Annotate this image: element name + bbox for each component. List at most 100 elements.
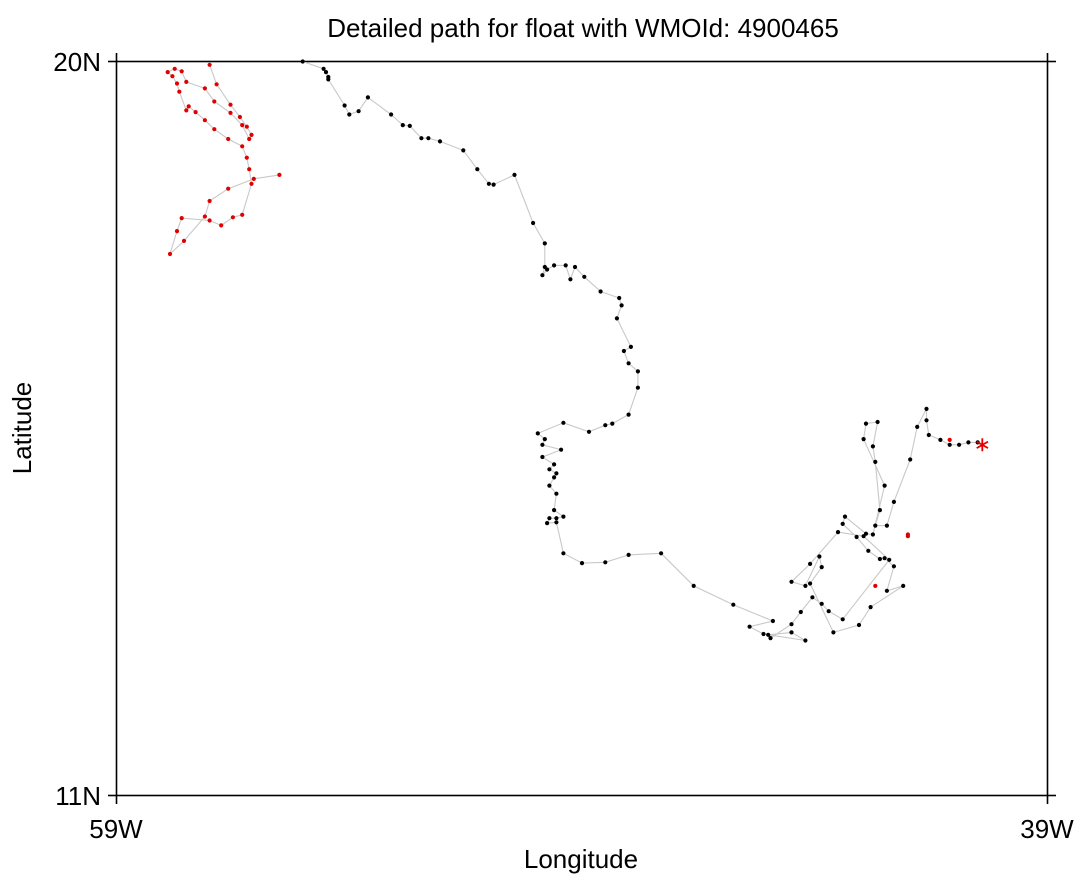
position-point-black xyxy=(926,432,931,438)
position-point-black xyxy=(770,618,776,624)
position-point-black xyxy=(554,491,559,496)
position-point-black xyxy=(554,471,559,476)
position-point-black xyxy=(659,551,664,556)
position-point-black xyxy=(882,483,887,488)
position-point-red xyxy=(226,186,231,191)
position-point-black xyxy=(572,264,578,270)
position-point-red xyxy=(247,167,252,172)
position-point-black xyxy=(854,534,859,540)
position-point-black xyxy=(798,609,803,615)
position-point-black xyxy=(407,123,412,128)
position-point-red xyxy=(170,74,175,79)
position-point-black xyxy=(552,508,557,513)
position-point-black xyxy=(747,624,752,629)
position-point-red xyxy=(165,70,170,75)
position-point-black xyxy=(884,523,890,528)
position-point-black xyxy=(552,475,557,480)
x-tick-label-right: 39W xyxy=(1020,814,1074,844)
position-point-black xyxy=(789,630,794,635)
position-point-black xyxy=(540,442,545,447)
position-point-black xyxy=(789,579,794,584)
position-point-black xyxy=(614,316,620,321)
position-point-black xyxy=(552,263,557,268)
position-point-black xyxy=(400,123,405,128)
position-point-black xyxy=(870,532,876,537)
position-point-black xyxy=(789,622,794,627)
position-point-black xyxy=(766,632,771,637)
position-point-red xyxy=(240,123,245,128)
position-point-black xyxy=(626,412,631,417)
position-point-black xyxy=(891,564,897,569)
position-point-black xyxy=(561,551,566,556)
position-point-black xyxy=(863,421,869,426)
position-point-red xyxy=(228,110,233,115)
position-point-black xyxy=(535,431,540,436)
position-point-black xyxy=(545,521,550,526)
position-point-black xyxy=(491,182,496,187)
position-point-black xyxy=(559,447,564,452)
position-point-black xyxy=(866,548,871,553)
position-point-black xyxy=(437,139,443,144)
position-point-black xyxy=(908,457,913,462)
position-point-black xyxy=(563,263,568,268)
position-point-red xyxy=(244,155,249,160)
position-point-black xyxy=(561,514,566,519)
position-point-red xyxy=(207,198,212,204)
position-point-black xyxy=(626,361,631,366)
position-point-red xyxy=(184,79,189,84)
position-point-red xyxy=(240,212,245,217)
position-point-black xyxy=(461,148,466,153)
position-point-black xyxy=(582,274,587,279)
position-point-black xyxy=(486,181,491,186)
position-point-black xyxy=(326,74,331,80)
position-point-red xyxy=(179,69,184,74)
position-point-black xyxy=(891,499,897,504)
position-point-red xyxy=(184,108,189,113)
track-line-black xyxy=(302,60,978,642)
position-point-black xyxy=(817,554,822,559)
position-point-red xyxy=(172,66,177,71)
position-point-red xyxy=(251,176,256,181)
position-point-black xyxy=(966,440,971,445)
position-point-black xyxy=(882,556,887,561)
end-position xyxy=(976,438,989,452)
position-point-red xyxy=(174,229,180,234)
float-track xyxy=(166,60,978,642)
position-point-black xyxy=(603,423,608,428)
position-point-black xyxy=(628,344,634,349)
end-asterisk-stroke xyxy=(976,440,989,449)
position-point-red xyxy=(202,86,207,91)
position-point-red xyxy=(244,124,249,129)
position-point-black xyxy=(957,442,962,447)
position-point-black xyxy=(426,136,431,141)
position-point-black xyxy=(873,523,878,528)
y-axis-label: Latitude xyxy=(7,382,37,475)
position-point-black xyxy=(540,454,545,460)
position-point-black xyxy=(861,534,866,539)
position-point-red xyxy=(186,104,191,109)
position-point-black xyxy=(856,622,862,628)
position-point-black xyxy=(947,442,952,447)
map-title: Detailed path for float with WMOId: 4900… xyxy=(327,13,839,43)
position-point-red xyxy=(873,583,878,589)
position-point-black xyxy=(901,583,906,589)
position-point-red xyxy=(230,215,235,220)
position-point-black xyxy=(840,521,845,527)
position-point-black xyxy=(635,385,641,390)
position-point-black xyxy=(819,601,824,606)
position-point-red xyxy=(207,62,212,67)
x-tick-label-left: 59W xyxy=(89,814,143,844)
position-point-black xyxy=(542,264,547,270)
position-point-black xyxy=(877,556,883,562)
position-point-black xyxy=(924,418,929,423)
position-point-red xyxy=(177,89,182,94)
position-point-black xyxy=(842,514,848,519)
position-point-black xyxy=(579,561,585,566)
position-point-black xyxy=(542,241,547,246)
position-point-black xyxy=(875,419,880,425)
position-point-black xyxy=(540,273,545,278)
position-point-red xyxy=(905,532,911,537)
position-point-black xyxy=(323,70,329,75)
position-point-red xyxy=(167,251,173,257)
